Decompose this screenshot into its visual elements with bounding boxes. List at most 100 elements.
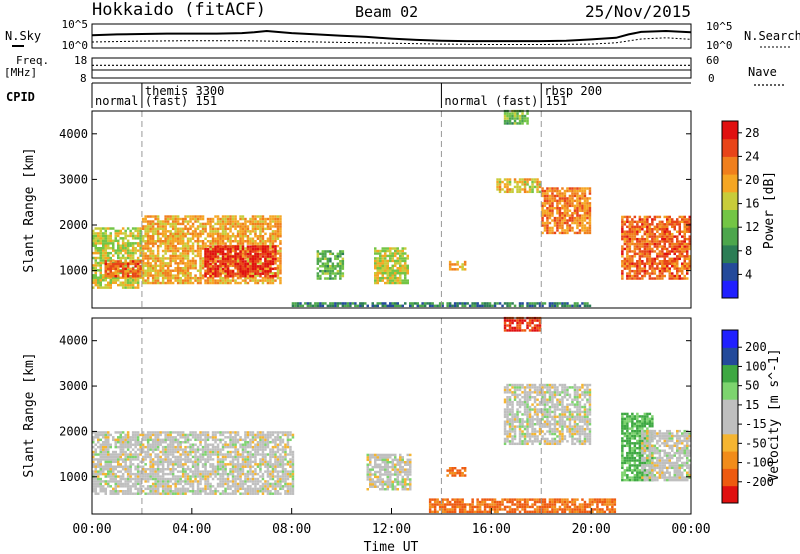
- data-cell: [339, 252, 342, 256]
- data-cell: [97, 482, 100, 486]
- data-cell: [196, 468, 200, 471]
- data-cell: [126, 242, 130, 245]
- data-cell: [166, 431, 170, 434]
- data-cell: [244, 260, 247, 263]
- data-cell: [663, 265, 666, 268]
- data-cell: [117, 492, 120, 495]
- data-cell: [546, 207, 549, 210]
- data-cell: [206, 470, 210, 473]
- data-cell: [226, 217, 230, 221]
- data-cell: [231, 215, 235, 218]
- data-cell: [129, 242, 132, 245]
- data-cell: [146, 443, 150, 446]
- data-cell: [391, 254, 394, 258]
- data-cell: [641, 245, 644, 248]
- data-cell: [166, 465, 170, 468]
- data-cell: [131, 267, 135, 271]
- data-cell: [543, 192, 547, 195]
- data-cell: [221, 448, 225, 451]
- data-cell: [149, 225, 152, 228]
- data-cell: [563, 202, 567, 205]
- data-cell: [638, 237, 642, 241]
- data-cell: [141, 262, 145, 265]
- data-cell: [521, 117, 524, 120]
- data-cell: [214, 245, 217, 248]
- data-cell: [146, 274, 150, 277]
- data-cell: [256, 465, 260, 468]
- data-cell: [121, 492, 125, 495]
- data-cell: [631, 230, 634, 233]
- data-cell: [256, 265, 260, 268]
- data-cell: [159, 227, 162, 231]
- data-cell: [621, 223, 624, 226]
- data-cell: [161, 477, 165, 481]
- data-cell: [463, 260, 467, 264]
- data-cell: [186, 244, 190, 248]
- data-cell: [249, 468, 252, 471]
- data-cell: [191, 264, 195, 268]
- data-cell: [261, 438, 265, 442]
- data-cell: [121, 468, 125, 471]
- data-cell: [124, 270, 127, 273]
- data-cell: [271, 257, 275, 261]
- data-cell: [266, 260, 270, 263]
- data-cell: [571, 221, 574, 225]
- data-cell: [164, 460, 167, 464]
- data-cell: [109, 492, 112, 495]
- data-cell: [156, 460, 160, 464]
- data-cell: [174, 480, 177, 483]
- data-cell: [102, 487, 105, 491]
- data-cell: [181, 465, 185, 468]
- data-cell: [274, 250, 277, 253]
- data-cell: [174, 215, 177, 218]
- data-cell: [319, 304, 322, 308]
- data-cell: [129, 453, 132, 456]
- data-cell: [149, 443, 152, 446]
- data-cell: [151, 242, 155, 245]
- data-cell: [541, 216, 544, 220]
- data-cell: [508, 178, 512, 181]
- data-cell: [104, 237, 107, 240]
- data-cell: [229, 450, 232, 454]
- data-cell: [109, 460, 112, 464]
- data-cell: [476, 304, 479, 308]
- data-cell: [558, 231, 562, 235]
- data-cell: [204, 482, 207, 486]
- data-cell: [259, 458, 262, 461]
- data-cell: [176, 470, 180, 473]
- data-cell: [239, 237, 242, 240]
- data-cell: [151, 492, 155, 495]
- data-cell: [568, 187, 572, 190]
- data-cell: [276, 274, 280, 277]
- data-cell: [117, 465, 120, 468]
- data-cell: [191, 257, 195, 260]
- data-cell: [131, 244, 135, 247]
- data-cell: [141, 458, 145, 461]
- data-cell: [126, 239, 130, 243]
- data-cell: [231, 276, 235, 280]
- data-cell: [189, 274, 192, 277]
- data-cell: [199, 264, 202, 268]
- data-cell: [199, 225, 202, 228]
- data-cell: [112, 272, 115, 275]
- data-cell: [648, 225, 652, 229]
- data-cell: [186, 477, 190, 481]
- data-cell: [583, 187, 587, 190]
- data-cell: [251, 480, 255, 483]
- data-cell: [181, 220, 185, 223]
- data-cell: [224, 458, 227, 461]
- data-cell: [129, 477, 132, 481]
- data-cell: [396, 259, 399, 263]
- data-cell: [506, 190, 509, 194]
- data-cell: [206, 433, 210, 437]
- data-cell: [174, 222, 177, 226]
- data-cell: [151, 252, 155, 255]
- data-cell: [546, 194, 549, 198]
- data-cell: [169, 450, 172, 454]
- data-cell: [261, 250, 265, 253]
- data-cell: [239, 235, 242, 238]
- data-cell: [221, 460, 225, 464]
- data-cell: [194, 259, 197, 263]
- data-cell: [533, 178, 537, 181]
- data-cell: [189, 443, 192, 446]
